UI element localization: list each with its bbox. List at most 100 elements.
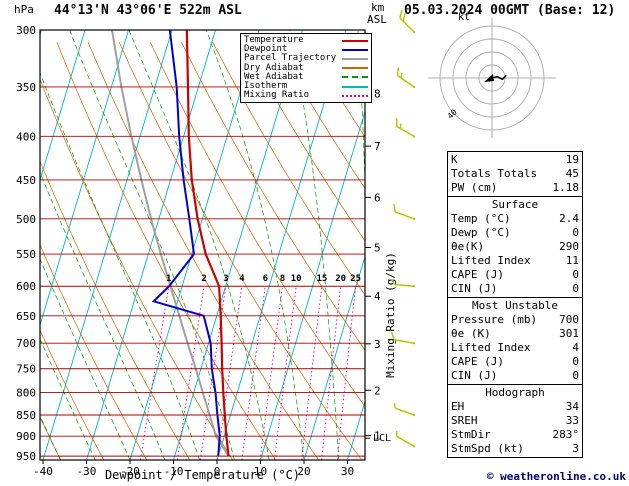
legend-label: Mixing Ratio bbox=[244, 90, 310, 101]
stat-value: 0 bbox=[572, 355, 579, 368]
temp-tick-label: -10 bbox=[164, 465, 184, 478]
legend-swatch bbox=[342, 39, 368, 42]
stat-row: CAPE (J) 0 bbox=[451, 355, 579, 369]
legend-swatch bbox=[342, 76, 368, 79]
wet-adiabat-line bbox=[289, 30, 340, 460]
stats-box: K 19 Totals Totals 45 PW (cm) 1.18 bbox=[447, 151, 583, 197]
pressure-tick-label: 450 bbox=[16, 174, 36, 187]
km-tick-label: 3 bbox=[374, 338, 381, 351]
legend: Temperature Dewpoint Parcel Trajectory Dry … bbox=[240, 33, 372, 104]
isotherm-line bbox=[129, 30, 260, 460]
stat-label: EH bbox=[451, 400, 465, 413]
stat-value: 45 bbox=[565, 167, 579, 180]
stat-value: 0 bbox=[572, 369, 579, 382]
asl-axis-unit: ASL bbox=[367, 13, 387, 26]
wind-barb bbox=[399, 9, 416, 34]
stat-value: 0 bbox=[572, 226, 579, 239]
stat-row: StmDir 283° bbox=[451, 428, 579, 442]
stat-label: CIN (J) bbox=[451, 282, 498, 295]
isotherm-line bbox=[303, 255, 365, 460]
dry-adiabat-line bbox=[40, 160, 191, 460]
legend-item: Isotherm bbox=[244, 82, 368, 91]
stat-label: CAPE (J) bbox=[451, 355, 504, 368]
mixing-ratio-line bbox=[139, 286, 170, 460]
mixing-ratio-line bbox=[336, 286, 357, 460]
stat-label: PW (cm) bbox=[451, 181, 498, 194]
stat-value: 33 bbox=[565, 414, 579, 427]
stat-value: 283° bbox=[552, 428, 580, 441]
copyright-text: © weatheronline.co.uk bbox=[486, 470, 626, 483]
x-axis-label: Dewpoint / Temperature (°C) bbox=[104, 468, 301, 482]
mixing-ratio-line bbox=[274, 286, 297, 460]
stat-label: K bbox=[451, 153, 458, 166]
stat-row: θe(K) 290 bbox=[451, 240, 579, 254]
hodograph-plot: kt 40 bbox=[428, 12, 556, 138]
pressure-tick-label: 300 bbox=[16, 24, 36, 37]
stat-row: Temp (°C) 2.4 bbox=[451, 212, 579, 226]
mixing-ratio-line bbox=[241, 286, 266, 460]
stat-row: Totals Totals 45 bbox=[451, 167, 579, 181]
dry-adiabat-line bbox=[40, 329, 105, 460]
wind-barb bbox=[395, 118, 416, 138]
km-axis-unit: km bbox=[371, 1, 385, 14]
stats-box: Surface Temp (°C) 2.4 Dewp (°C) 0 θe(K) 290 Lif… bbox=[447, 196, 583, 298]
wind-barb bbox=[395, 431, 416, 448]
stat-label: CAPE (J) bbox=[451, 268, 504, 281]
stat-value: 0 bbox=[572, 282, 579, 295]
mixing-ratio-label: 2 bbox=[201, 274, 206, 284]
wet-adiabat-line bbox=[357, 30, 365, 190]
stat-label: StmDir bbox=[451, 428, 491, 441]
dry-adiabat-line bbox=[40, 78, 233, 460]
stat-label: Temp (°C) bbox=[451, 212, 511, 225]
stats-section-header: Surface bbox=[491, 198, 539, 211]
stat-row: Dewp (°C) 0 bbox=[451, 226, 579, 240]
temp-tick-label: -40 bbox=[33, 465, 53, 478]
dry-adiabat-line bbox=[305, 41, 365, 138]
km-tick-label: 2 bbox=[374, 384, 381, 397]
legend-item: Parcel Trajectory bbox=[244, 54, 368, 63]
stat-value: 700 bbox=[559, 313, 579, 326]
mixing-ratio-line bbox=[321, 286, 342, 460]
mixing-ratio-label: 8 bbox=[280, 274, 285, 284]
pressure-tick-label: 600 bbox=[16, 280, 36, 293]
dry-adiabat-line bbox=[40, 243, 148, 460]
stat-row: K 19 bbox=[451, 153, 579, 167]
legend-item: Temperature bbox=[244, 36, 368, 45]
mixing-ratio-label: 3 bbox=[223, 274, 228, 284]
stat-row: Pressure (mb) 700 bbox=[451, 313, 579, 327]
legend-label: Parcel Trajectory bbox=[244, 53, 337, 64]
mixing-ratio-label: 25 bbox=[350, 274, 361, 284]
stat-row: θe (K) 301 bbox=[451, 327, 579, 341]
temp-tick-label: 0 bbox=[214, 465, 221, 478]
wind-barb bbox=[393, 203, 416, 221]
stat-value: 1.18 bbox=[552, 181, 580, 194]
hodograph-trace bbox=[491, 74, 507, 81]
plot-border bbox=[39, 29, 366, 461]
stat-label: CIN (J) bbox=[451, 369, 498, 382]
pressure-tick-label: 900 bbox=[16, 430, 36, 443]
hodograph-unit-label: kt bbox=[458, 12, 470, 23]
hodograph-ring bbox=[478, 64, 506, 92]
stat-value: 4 bbox=[572, 341, 579, 354]
km-tick-label: 6 bbox=[374, 191, 381, 204]
stat-row: CIN (J) 0 bbox=[451, 369, 579, 383]
temp-tick-label: -30 bbox=[77, 465, 97, 478]
run-datetime: 05.03.2024 00GMT (Base: 12) bbox=[404, 3, 616, 18]
pressure-tick-label: 550 bbox=[16, 248, 36, 261]
km-tick-label: 7 bbox=[374, 140, 381, 153]
mixing-ratio-label: 6 bbox=[263, 274, 268, 284]
legend-item: Dry Adiabat bbox=[244, 63, 368, 73]
wind-barb bbox=[391, 279, 416, 288]
stat-value: 34 bbox=[565, 400, 579, 413]
legend-label: Isotherm bbox=[244, 81, 288, 92]
wind-barb bbox=[390, 331, 416, 345]
stat-row: Lifted Index 11 bbox=[451, 254, 579, 268]
isotherm-line bbox=[42, 30, 173, 460]
mixing-ratio-axis-label: Mixing Ratio (g/kg) bbox=[384, 252, 397, 378]
stat-value: 290 bbox=[559, 240, 579, 253]
temp-tick-label: -20 bbox=[120, 465, 140, 478]
isotherm-line bbox=[40, 30, 129, 327]
wet-adiabat-line bbox=[69, 30, 235, 460]
km-tick-label: 5 bbox=[374, 241, 381, 254]
station-title: 44°13'N 43°06'E 522m ASL bbox=[54, 3, 242, 18]
